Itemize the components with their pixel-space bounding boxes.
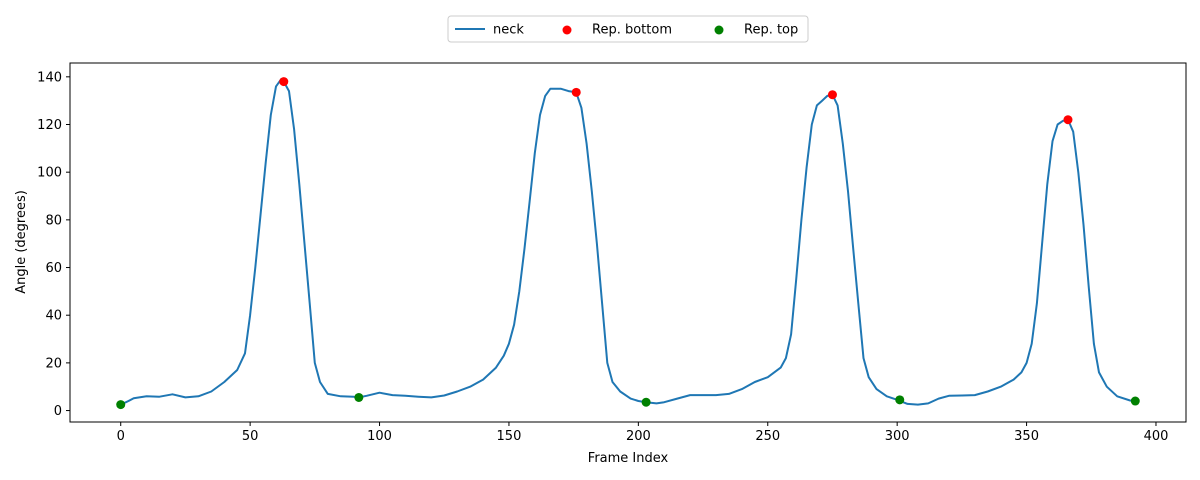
x-tick-label: 200 xyxy=(626,429,651,444)
y-axis-label: Angle (degrees) xyxy=(14,190,29,294)
x-tick-label: 300 xyxy=(885,429,910,444)
rep-bottom-point xyxy=(279,77,289,87)
legend: neck Rep. bottom Rep. top xyxy=(447,15,809,43)
data-layer xyxy=(116,77,1140,410)
rep-bottom-point xyxy=(571,87,581,97)
y-axis: 0 20 40 60 80 100 120 140 xyxy=(37,70,70,419)
legend-rep-top-marker xyxy=(714,25,724,35)
x-tick-label: 400 xyxy=(1144,429,1169,444)
y-tick-label: 100 xyxy=(37,166,62,181)
y-tick-label: 0 xyxy=(54,404,62,419)
series-neck-line xyxy=(120,78,1136,406)
rep-top-point xyxy=(895,395,905,405)
x-tick-label: 350 xyxy=(1014,429,1039,444)
legend-neck-label: neck xyxy=(493,23,524,38)
y-tick-label: 80 xyxy=(45,213,62,228)
y-tick-label: 120 xyxy=(37,118,62,133)
plot-frame xyxy=(69,62,1187,423)
x-axis: 0 50 100 150 200 250 300 350 400 xyxy=(117,422,1169,444)
x-tick-label: 50 xyxy=(242,429,259,444)
rep-bottom-point xyxy=(1063,115,1073,125)
rep-top-point xyxy=(1130,396,1140,406)
y-tick-label: 140 xyxy=(37,70,62,85)
legend-rep-top-label: Rep. top xyxy=(744,23,798,38)
legend-rep-bottom-label: Rep. bottom xyxy=(592,23,672,38)
rep-top-point xyxy=(641,397,651,407)
x-axis-label: Frame Index xyxy=(588,451,669,466)
rep-top-point xyxy=(354,392,364,402)
rep-bottom-point xyxy=(827,90,837,100)
y-tick-label: 60 xyxy=(45,261,62,276)
x-tick-label: 100 xyxy=(367,429,392,444)
legend-rep-bottom-marker xyxy=(562,25,572,35)
x-tick-label: 150 xyxy=(497,429,522,444)
y-tick-label: 40 xyxy=(45,309,62,324)
x-tick-label: 0 xyxy=(117,429,125,444)
legend-box xyxy=(447,15,809,43)
x-tick-label: 250 xyxy=(755,429,780,444)
rep-top-point xyxy=(116,400,126,410)
y-tick-label: 20 xyxy=(45,356,62,371)
